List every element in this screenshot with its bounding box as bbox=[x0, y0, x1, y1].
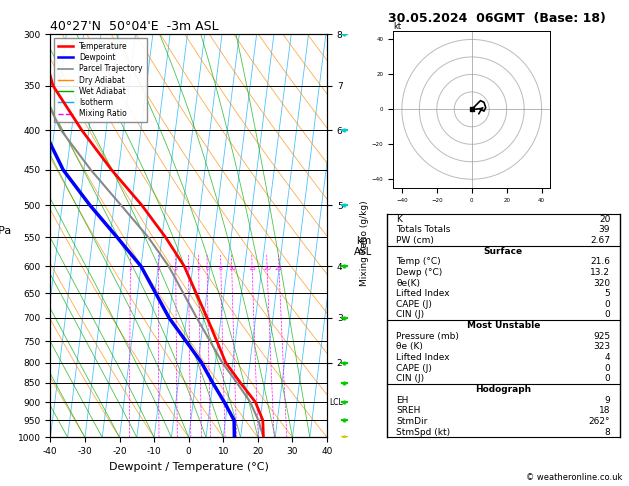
Text: 0: 0 bbox=[604, 300, 610, 309]
Text: 13.2: 13.2 bbox=[590, 268, 610, 277]
Text: Most Unstable: Most Unstable bbox=[467, 321, 540, 330]
Text: Totals Totals: Totals Totals bbox=[396, 226, 450, 234]
Text: 320: 320 bbox=[593, 278, 610, 288]
Text: CAPE (J): CAPE (J) bbox=[396, 364, 432, 373]
Text: 1: 1 bbox=[128, 266, 132, 271]
Text: CIN (J): CIN (J) bbox=[396, 311, 425, 319]
Text: 6: 6 bbox=[205, 266, 209, 271]
Text: 20: 20 bbox=[263, 266, 271, 271]
Text: K: K bbox=[396, 215, 402, 224]
Text: 18: 18 bbox=[599, 406, 610, 415]
Text: Surface: Surface bbox=[484, 246, 523, 256]
Y-axis label: hPa: hPa bbox=[0, 226, 11, 236]
Text: 4: 4 bbox=[604, 353, 610, 362]
Text: LCL: LCL bbox=[329, 398, 343, 407]
Text: StmDir: StmDir bbox=[396, 417, 428, 426]
Text: Pressure (mb): Pressure (mb) bbox=[396, 332, 459, 341]
Text: Temp (°C): Temp (°C) bbox=[396, 257, 441, 266]
Text: 0: 0 bbox=[604, 311, 610, 319]
Text: Hodograph: Hodograph bbox=[475, 385, 532, 394]
Text: 25: 25 bbox=[275, 266, 283, 271]
Text: Lifted Index: Lifted Index bbox=[396, 353, 450, 362]
Text: CIN (J): CIN (J) bbox=[396, 374, 425, 383]
Text: 2: 2 bbox=[157, 266, 160, 271]
Y-axis label: km
ASL: km ASL bbox=[354, 236, 372, 257]
Text: 925: 925 bbox=[593, 332, 610, 341]
Text: 0: 0 bbox=[604, 364, 610, 373]
Text: 5: 5 bbox=[604, 289, 610, 298]
Text: Mixing Ratio (g/kg): Mixing Ratio (g/kg) bbox=[360, 200, 369, 286]
Text: Dewp (°C): Dewp (°C) bbox=[396, 268, 442, 277]
Text: 20: 20 bbox=[599, 215, 610, 224]
Text: 15: 15 bbox=[248, 266, 256, 271]
Text: 39: 39 bbox=[599, 226, 610, 234]
Text: 4: 4 bbox=[187, 266, 191, 271]
Text: θe(K): θe(K) bbox=[396, 278, 420, 288]
Text: SREH: SREH bbox=[396, 406, 421, 415]
Text: θe (K): θe (K) bbox=[396, 343, 423, 351]
Text: 30.05.2024  06GMT  (Base: 18): 30.05.2024 06GMT (Base: 18) bbox=[388, 12, 606, 25]
Text: kt: kt bbox=[393, 22, 401, 31]
Text: CAPE (J): CAPE (J) bbox=[396, 300, 432, 309]
X-axis label: Dewpoint / Temperature (°C): Dewpoint / Temperature (°C) bbox=[109, 462, 269, 472]
Text: Lifted Index: Lifted Index bbox=[396, 289, 450, 298]
Text: 21.6: 21.6 bbox=[590, 257, 610, 266]
Text: StmSpd (kt): StmSpd (kt) bbox=[396, 428, 450, 436]
Legend: Temperature, Dewpoint, Parcel Trajectory, Dry Adiabat, Wet Adiabat, Isotherm, Mi: Temperature, Dewpoint, Parcel Trajectory… bbox=[54, 38, 147, 122]
Text: 323: 323 bbox=[593, 343, 610, 351]
Text: 40°27'N  50°04'E  -3m ASL: 40°27'N 50°04'E -3m ASL bbox=[50, 20, 219, 33]
Text: 2.67: 2.67 bbox=[590, 236, 610, 245]
Text: 0: 0 bbox=[604, 374, 610, 383]
Text: 10: 10 bbox=[228, 266, 236, 271]
Text: EH: EH bbox=[396, 396, 408, 405]
Text: 8: 8 bbox=[604, 428, 610, 436]
Text: 9: 9 bbox=[604, 396, 610, 405]
Text: PW (cm): PW (cm) bbox=[396, 236, 434, 245]
Text: 8: 8 bbox=[219, 266, 223, 271]
Text: 5: 5 bbox=[197, 266, 201, 271]
Text: 262°: 262° bbox=[589, 417, 610, 426]
Text: 3: 3 bbox=[174, 266, 178, 271]
Text: © weatheronline.co.uk: © weatheronline.co.uk bbox=[526, 473, 623, 482]
